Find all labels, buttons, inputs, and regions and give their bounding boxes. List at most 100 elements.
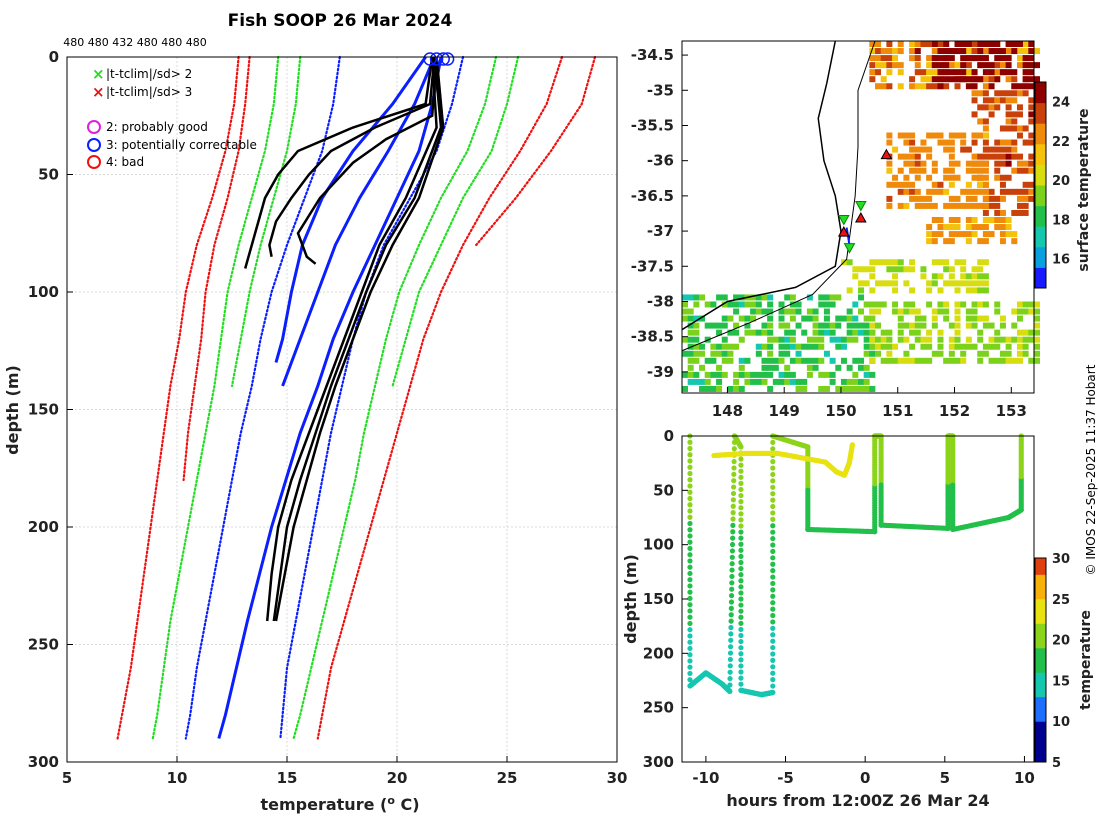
sst-cell	[931, 273, 938, 280]
temperature-point	[770, 510, 776, 516]
sst-cell	[920, 41, 927, 47]
sst-cell	[994, 104, 1001, 111]
sst-cell	[965, 69, 972, 76]
sst-cell	[710, 350, 717, 357]
sst-cell	[982, 259, 989, 266]
sst-cell	[1011, 231, 1018, 238]
sst-cell	[965, 83, 972, 90]
sst-cell	[744, 301, 751, 308]
sst-cell	[926, 62, 933, 69]
sst-cell	[954, 315, 961, 322]
sst-cell	[784, 308, 791, 315]
sst-cell	[965, 224, 972, 231]
colorbar-segment	[1035, 643, 1046, 649]
temperature-point	[727, 669, 733, 675]
colorbar-segment	[1035, 246, 1046, 253]
temperature-point	[687, 670, 693, 677]
tick-label-x: 0	[860, 769, 870, 787]
colorbar-segment	[1035, 725, 1046, 730]
temperature-point	[738, 651, 744, 657]
sst-cell	[954, 132, 961, 139]
colorbar-segment	[1035, 205, 1046, 212]
sst-cell	[699, 385, 706, 392]
climatology-line	[230, 55, 302, 388]
sst-cell	[869, 55, 876, 62]
climatology-line	[184, 55, 341, 740]
temperature-point	[738, 505, 744, 511]
colorbar-tick-label: 25	[1052, 593, 1070, 608]
colorbar-frame	[1034, 557, 1047, 763]
sst-cell	[840, 343, 847, 350]
sst-cell	[909, 139, 916, 146]
temperature-point	[687, 502, 693, 508]
sst-cell	[897, 48, 904, 55]
sst-cell	[954, 231, 961, 238]
sst-cell	[852, 371, 859, 378]
sst-cell	[954, 287, 961, 294]
legend-o-red-marker	[87, 155, 101, 169]
sst-cell	[897, 132, 904, 139]
sst-cell	[693, 294, 700, 301]
time-panel	[687, 433, 1024, 698]
sst-cell	[721, 301, 728, 308]
sst-cell	[960, 259, 967, 266]
sst-cell	[909, 160, 916, 167]
sst-cell	[914, 357, 921, 364]
sst-cell	[875, 308, 882, 315]
sst-cell	[869, 357, 876, 364]
sst-cell	[994, 301, 1001, 308]
temperature-point	[687, 445, 693, 452]
sst-cell	[829, 378, 836, 385]
sst-cell	[982, 118, 989, 125]
tick-label-y: -37.5	[631, 257, 674, 275]
sst-cell	[920, 336, 927, 343]
sst-cell	[778, 315, 785, 322]
sst-cell	[903, 322, 910, 329]
sst-cell	[1011, 188, 1018, 195]
sst-cell	[914, 167, 921, 174]
sst-cell	[687, 336, 694, 343]
sst-cell	[1028, 308, 1035, 315]
colorbar-segment	[1035, 611, 1046, 616]
tick-label-x: 15	[277, 769, 298, 787]
sst-cell	[880, 62, 887, 69]
sst-cell	[977, 336, 984, 343]
sst-cell	[727, 350, 734, 357]
colorbar-segment	[1035, 696, 1046, 702]
temperature-point	[770, 516, 776, 522]
sst-cell	[982, 62, 989, 69]
sst-cell	[937, 224, 944, 231]
temperature-point	[730, 497, 736, 503]
sst-cell	[977, 280, 984, 287]
sst-cell	[806, 294, 813, 301]
colorbar-segment	[1035, 749, 1046, 755]
sst-cell	[1028, 41, 1035, 47]
colorbar-segment	[1035, 651, 1046, 657]
temperature-point	[738, 578, 744, 584]
temperature-point	[738, 535, 744, 541]
colorbar-segment	[1035, 668, 1046, 673]
sst-cell	[960, 188, 967, 195]
sst-cell	[1016, 167, 1023, 174]
sst-cell	[909, 55, 916, 62]
sst-cell	[1005, 188, 1012, 195]
colorbar-segment	[1035, 143, 1046, 150]
sst-cell	[931, 76, 938, 83]
sst-cell	[1011, 76, 1018, 83]
sst-cell	[886, 83, 893, 90]
sst-cell	[682, 350, 688, 357]
tick-label-x: 10	[1014, 769, 1035, 787]
sst-cell	[710, 322, 717, 329]
sst-cell	[869, 259, 876, 266]
sst-cell	[1016, 350, 1023, 357]
sst-cell	[937, 83, 944, 90]
sst-cell	[926, 343, 933, 350]
sst-cell	[738, 371, 745, 378]
temperature-point	[738, 456, 744, 462]
sst-cell	[977, 224, 984, 231]
sst-cell	[948, 266, 955, 273]
sst-cell	[971, 202, 978, 209]
sst-cell	[960, 139, 967, 146]
sst-cell	[954, 336, 961, 343]
climatology-line	[116, 55, 240, 740]
